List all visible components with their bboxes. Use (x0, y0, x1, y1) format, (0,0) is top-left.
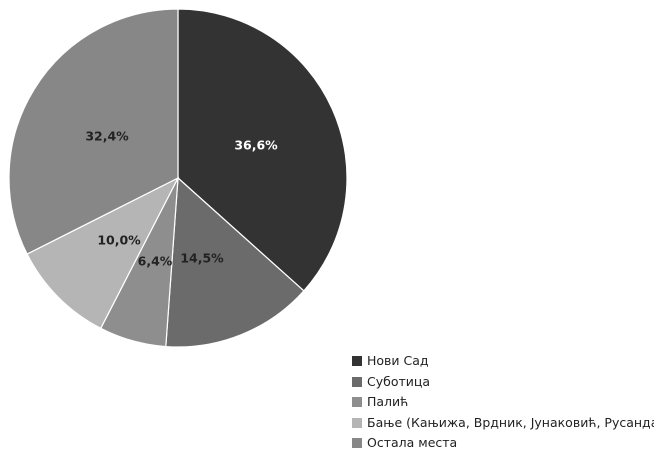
legend-swatch (352, 356, 362, 366)
slice-data-label: 32,4% (85, 129, 129, 144)
pie-data-labels: 36,6% 14,5% 6,4% 10,0% 32,4% (85, 129, 278, 269)
legend-item: Остала места (352, 433, 654, 454)
legend-label: Остала места (367, 435, 458, 450)
legend-item: Суботица (352, 372, 654, 393)
slice-data-label: 6,4% (138, 254, 173, 269)
legend-item: Бање (Кањижа, Врдник, Јунаковић, Русанда… (352, 413, 654, 434)
legend-item: Нови Сад (352, 351, 654, 372)
legend-label: Суботица (367, 373, 431, 389)
pie-slices (8, 8, 348, 348)
legend-swatch (352, 417, 362, 428)
slice-data-label: 10,0% (97, 233, 141, 248)
legend-label: Бање (Кањижа, Врдник, Јунаковић, Русанда… (367, 414, 654, 430)
legend-swatch (352, 438, 362, 448)
pie-slice (8, 8, 179, 255)
legend-label: Палић (367, 394, 409, 409)
legend-item: Палић (352, 392, 654, 413)
legend-swatch (352, 376, 362, 387)
chart-legend: Нови Сад Суботица Палић Бање (Кањижа, Врдни… (352, 351, 654, 454)
pie-slice (26, 176, 180, 330)
legend-swatch (352, 397, 362, 407)
legend-label: Нови Сад (367, 353, 429, 368)
slice-data-label: 14,5% (180, 251, 224, 266)
pie-slice (177, 8, 348, 292)
pie-slice (165, 176, 305, 348)
slice-data-label: 36,6% (234, 138, 278, 153)
